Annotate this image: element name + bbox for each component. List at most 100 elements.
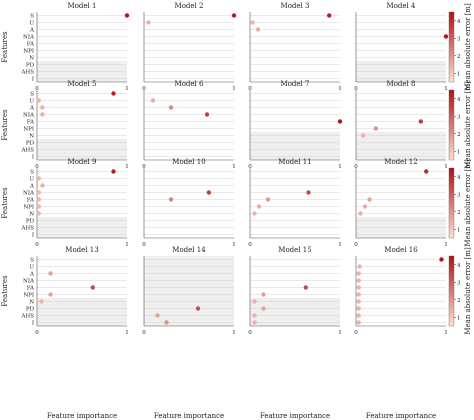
- data-point: [250, 20, 255, 25]
- feature-label: I: [32, 77, 34, 83]
- shaded-region: [37, 298, 127, 326]
- data-point: [155, 313, 160, 318]
- data-point: [90, 285, 96, 290]
- feature-label: FA: [27, 198, 35, 204]
- feature-label: I: [32, 321, 34, 327]
- x-tick-label: 1: [125, 86, 129, 92]
- panel-title: Model 3: [281, 2, 310, 10]
- data-point: [356, 278, 361, 283]
- data-point: [327, 13, 332, 18]
- panel-title: Model 5: [68, 80, 97, 88]
- feature-label: N: [29, 134, 34, 140]
- data-point: [303, 285, 308, 290]
- feature-label: U: [29, 99, 34, 105]
- feature-label: U: [29, 265, 34, 271]
- feature-label: AHS: [20, 70, 34, 76]
- colorbar: 1 2 3 4 Mean absolute error [m]: [448, 159, 472, 247]
- y-axis-label: Features: [1, 275, 9, 307]
- panel-title: Model 2: [175, 2, 204, 10]
- feature-label: NIA: [23, 279, 35, 285]
- data-point: [443, 34, 449, 39]
- feature-label: N: [29, 56, 34, 62]
- data-point: [439, 257, 444, 262]
- data-point: [146, 20, 151, 25]
- x-tick-label: 1: [338, 86, 342, 92]
- x-tick-label: 0: [142, 164, 146, 170]
- panel-title: Model 8: [387, 80, 416, 88]
- colorbar-tick-label: 1: [457, 149, 461, 155]
- feature-label: I: [32, 233, 34, 239]
- feature-label: U: [29, 177, 34, 183]
- feature-label: S: [30, 258, 34, 264]
- data-point: [168, 105, 174, 110]
- data-point: [356, 285, 361, 290]
- x-tick-label: 1: [232, 86, 236, 92]
- panel-15: Model 15 0 1: [248, 246, 342, 336]
- feature-label: I: [32, 155, 34, 161]
- colorbar-tick-label: 4: [457, 97, 461, 103]
- x-tick-label: 1: [232, 330, 236, 336]
- feature-label: NPI: [23, 205, 34, 211]
- panel-6: Model 6 0 1: [142, 80, 236, 170]
- data-point: [40, 183, 45, 188]
- data-point: [356, 299, 361, 304]
- data-point: [168, 197, 174, 202]
- x-tick-label: 0: [248, 86, 252, 92]
- data-point: [373, 126, 378, 131]
- data-point: [256, 204, 262, 209]
- feature-label: U: [29, 21, 34, 27]
- data-point: [357, 264, 362, 269]
- data-point: [36, 211, 41, 216]
- panel-title: Model 7: [281, 80, 310, 88]
- feature-label: NPI: [23, 49, 34, 55]
- panel-7: Model 7 0 1: [248, 80, 343, 170]
- panel-title: Model 12: [384, 158, 417, 166]
- colorbar-label: Mean absolute error [m]: [464, 81, 472, 169]
- data-point: [255, 27, 261, 32]
- feature-label: FA: [27, 120, 35, 126]
- feature-label: A: [29, 184, 35, 190]
- data-point: [261, 292, 266, 297]
- feature-label: AHS: [20, 148, 34, 154]
- data-point: [356, 292, 361, 297]
- data-point: [36, 204, 41, 209]
- panel-8: Model 8 0 1: [354, 80, 448, 170]
- y-axis-label: Features: [1, 187, 9, 219]
- x-tick-label: 1: [338, 164, 342, 170]
- panel-title: Model 4: [387, 2, 416, 10]
- x-tick-label: 0: [35, 330, 39, 336]
- x-tick-label: 0: [142, 242, 146, 248]
- x-tick-label: 1: [125, 330, 129, 336]
- data-point: [150, 98, 156, 103]
- x-axis-label: Feature importance: [366, 412, 436, 420]
- y-axis-label: Features: [1, 109, 9, 141]
- colorbar-tick-label: 1: [457, 315, 461, 321]
- colorbar-tick-label: 4: [457, 175, 461, 181]
- shaded-region: [250, 132, 340, 160]
- data-point: [418, 119, 423, 124]
- data-point: [36, 176, 41, 181]
- x-tick-label: 1: [444, 86, 448, 92]
- shaded-region: [250, 298, 340, 326]
- data-point: [111, 169, 116, 174]
- data-point: [48, 292, 53, 297]
- data-point: [252, 211, 257, 216]
- colorbar-tick-label: 3: [457, 36, 461, 42]
- panel-14: Model 14 0 1: [142, 246, 236, 336]
- feature-label: N: [29, 212, 34, 218]
- data-point: [204, 112, 210, 117]
- feature-label: NPI: [23, 127, 34, 133]
- colorbar-bar: [448, 11, 455, 83]
- panel-3: Model 3 0 1: [248, 2, 342, 92]
- x-tick-label: 1: [338, 242, 342, 248]
- x-tick-label: 1: [444, 164, 448, 170]
- colorbar-bar: [448, 255, 455, 327]
- data-point: [206, 190, 211, 195]
- feature-label: FA: [27, 42, 35, 48]
- panel-11: Model 11 0 1: [248, 158, 342, 248]
- data-point: [48, 271, 53, 276]
- colorbar-bar: [448, 89, 455, 161]
